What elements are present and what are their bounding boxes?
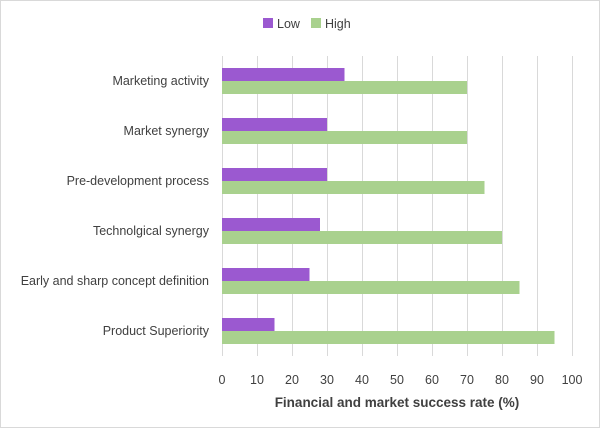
- gridlines: [222, 56, 573, 356]
- legend: Low High: [263, 17, 351, 31]
- x-tick-label: 0: [219, 373, 226, 387]
- x-tick-label: 10: [250, 373, 264, 387]
- bar-low: [222, 318, 275, 331]
- x-tick-label: 100: [562, 373, 583, 387]
- legend-label-high: High: [325, 17, 351, 31]
- x-tick-label: 80: [495, 373, 509, 387]
- bar-high: [222, 281, 520, 294]
- x-tick-label: 40: [355, 373, 369, 387]
- x-axis-title: Financial and market success rate (%): [275, 395, 520, 410]
- category-label: Pre-development process: [67, 174, 209, 188]
- bar-high: [222, 231, 502, 244]
- bar-low: [222, 118, 327, 131]
- category-label: Early and sharp concept definition: [21, 274, 209, 288]
- x-tick-label: 30: [320, 373, 334, 387]
- category-label: Product Superiority: [103, 324, 210, 338]
- bar-high: [222, 131, 467, 144]
- x-tick-labels: 0 10 20 30 40 50 60 70 80 90 100: [219, 373, 583, 387]
- x-tick-label: 90: [530, 373, 544, 387]
- bar-low: [222, 268, 310, 281]
- x-tick-label: 70: [460, 373, 474, 387]
- category-label: Technolgical synergy: [93, 224, 210, 238]
- bar-low: [222, 168, 327, 181]
- bar-high: [222, 181, 485, 194]
- category-label: Market synergy: [124, 124, 210, 138]
- bar-low: [222, 68, 345, 81]
- x-tick-label: 60: [425, 373, 439, 387]
- bar-low: [222, 218, 320, 231]
- legend-label-low: Low: [277, 17, 301, 31]
- bar-high: [222, 331, 555, 344]
- category-labels: Marketing activity Market synergy Pre-deve…: [21, 74, 210, 338]
- legend-swatch-high: [311, 18, 321, 28]
- x-tick-label: 20: [285, 373, 299, 387]
- x-tick-label: 50: [390, 373, 404, 387]
- bar-high: [222, 81, 467, 94]
- bars: [222, 68, 555, 344]
- legend-swatch-low: [263, 18, 273, 28]
- category-label: Marketing activity: [112, 74, 209, 88]
